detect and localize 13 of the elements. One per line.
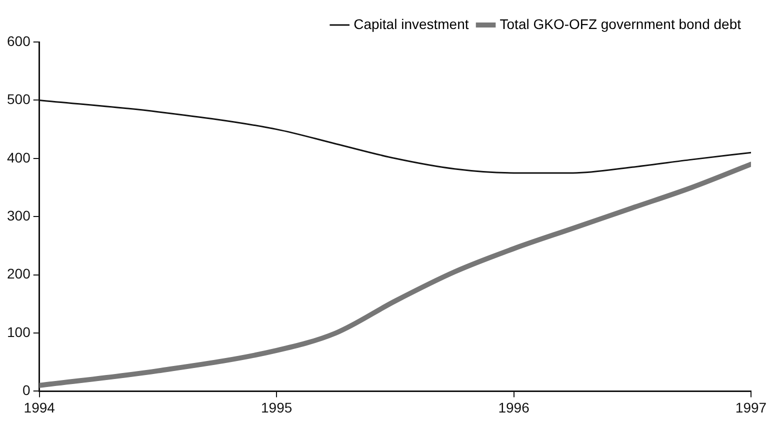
y-tick-label: 100 xyxy=(7,324,31,340)
y-tick-label: 400 xyxy=(7,149,31,166)
legend-label: Capital investment xyxy=(354,16,469,32)
y-tick-label: 0 xyxy=(22,382,31,398)
y-tick-label: 300 xyxy=(7,207,31,224)
x-tick-label: 1995 xyxy=(260,399,292,416)
x-tick-label: 1996 xyxy=(498,399,530,416)
legend-label: Total GKO-OFZ government bond debt xyxy=(500,16,742,32)
y-tick-label: 200 xyxy=(7,266,31,282)
x-tick-label: 1997 xyxy=(735,399,767,416)
y-tick-label: 500 xyxy=(7,91,31,108)
y-tick-label: 600 xyxy=(7,32,31,49)
x-tick-label: 1994 xyxy=(24,399,56,416)
